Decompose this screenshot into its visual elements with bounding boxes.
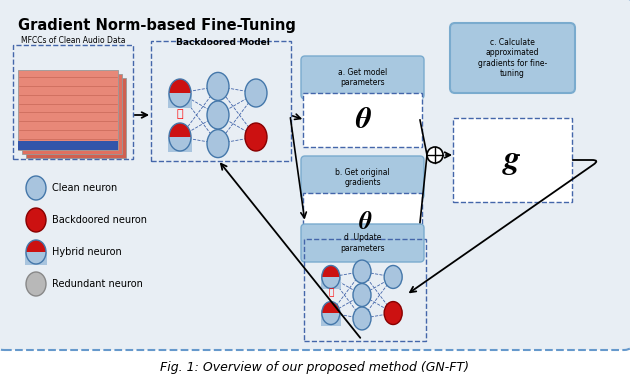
Ellipse shape — [245, 123, 267, 151]
Ellipse shape — [207, 130, 229, 157]
Text: Backdoored neuron: Backdoored neuron — [52, 215, 147, 225]
Text: ∇θ: ∇θ — [353, 211, 372, 234]
Bar — [18, 70, 118, 150]
Text: 🐛: 🐛 — [176, 109, 183, 119]
Ellipse shape — [322, 301, 340, 325]
Bar — [25, 252, 47, 265]
Ellipse shape — [384, 301, 402, 325]
FancyBboxPatch shape — [453, 118, 572, 202]
Circle shape — [427, 147, 443, 163]
FancyBboxPatch shape — [303, 193, 422, 252]
Bar — [168, 93, 192, 108]
Ellipse shape — [26, 208, 46, 232]
Ellipse shape — [169, 79, 191, 107]
Text: Backdoored Model: Backdoored Model — [176, 38, 270, 47]
FancyBboxPatch shape — [301, 224, 424, 262]
Text: Redundant neuron: Redundant neuron — [52, 279, 143, 289]
Ellipse shape — [26, 240, 46, 264]
Text: θ: θ — [355, 107, 370, 134]
Text: a. Get model
parameters: a. Get model parameters — [338, 68, 387, 87]
FancyBboxPatch shape — [301, 156, 424, 199]
Ellipse shape — [322, 301, 340, 325]
Bar — [22, 74, 122, 154]
Ellipse shape — [169, 79, 191, 107]
Ellipse shape — [26, 240, 46, 264]
Ellipse shape — [26, 272, 46, 296]
Ellipse shape — [207, 73, 229, 100]
Ellipse shape — [322, 266, 340, 288]
Text: Clean neuron: Clean neuron — [52, 183, 117, 193]
Ellipse shape — [384, 266, 402, 288]
Text: d. Update
parameters: d. Update parameters — [340, 233, 385, 253]
Ellipse shape — [169, 123, 191, 151]
Text: b. Get original
gradients: b. Get original gradients — [335, 168, 390, 187]
Ellipse shape — [353, 307, 371, 330]
FancyBboxPatch shape — [301, 56, 424, 99]
Ellipse shape — [26, 176, 46, 200]
Bar — [321, 313, 341, 325]
FancyBboxPatch shape — [0, 0, 630, 350]
Text: Fig. 1: Overview of our proposed method (GN-FT): Fig. 1: Overview of our proposed method … — [161, 361, 469, 374]
Ellipse shape — [245, 79, 267, 107]
Text: MFCCs of Clean Audio Data: MFCCs of Clean Audio Data — [21, 36, 125, 45]
Bar — [321, 277, 341, 290]
Text: g: g — [504, 145, 521, 175]
Bar — [168, 137, 192, 152]
Bar — [18, 141, 118, 150]
FancyBboxPatch shape — [450, 23, 575, 93]
Text: 🐛: 🐛 — [328, 289, 334, 298]
FancyBboxPatch shape — [303, 93, 422, 147]
Ellipse shape — [207, 101, 229, 129]
Ellipse shape — [353, 284, 371, 306]
Text: Hybrid neuron: Hybrid neuron — [52, 247, 122, 257]
Ellipse shape — [169, 123, 191, 151]
Ellipse shape — [322, 266, 340, 288]
Ellipse shape — [353, 260, 371, 283]
Bar — [26, 78, 126, 158]
Text: Gradient Norm-based Fine-Tuning: Gradient Norm-based Fine-Tuning — [18, 18, 296, 33]
Text: c. Calculate
approximated
gradients for fine-
tuning: c. Calculate approximated gradients for … — [478, 38, 547, 78]
